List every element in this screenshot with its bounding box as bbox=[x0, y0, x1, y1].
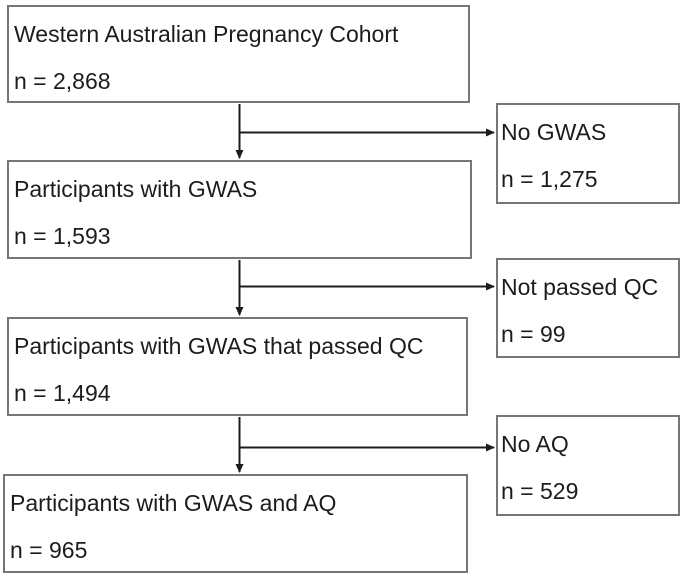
box-no-gwas: No GWAS n = 1,275 bbox=[496, 103, 680, 204]
box-gwas-aq: Participants with GWAS and AQ n = 965 bbox=[3, 474, 468, 573]
box-not-passed-qc-count: n = 99 bbox=[501, 321, 566, 347]
box-gwas-aq-count: n = 965 bbox=[10, 537, 88, 563]
box-not-passed-qc: Not passed QC n = 99 bbox=[496, 258, 680, 358]
box-gwas-qc-label: Participants with GWAS that passed QC bbox=[14, 333, 424, 359]
box-no-aq: No AQ n = 529 bbox=[496, 415, 680, 516]
box-gwas-aq-label: Participants with GWAS and AQ bbox=[10, 490, 337, 516]
box-no-aq-label: No AQ bbox=[501, 431, 569, 457]
box-not-passed-qc-label: Not passed QC bbox=[501, 274, 659, 300]
box-gwas-label: Participants with GWAS bbox=[14, 176, 258, 202]
box-cohort-label: Western Australian Pregnancy Cohort bbox=[14, 21, 399, 47]
box-cohort-count: n = 2,868 bbox=[14, 68, 111, 94]
box-no-gwas-count: n = 1,275 bbox=[501, 166, 598, 192]
box-gwas-qc-count: n = 1,494 bbox=[14, 380, 111, 406]
box-no-gwas-label: No GWAS bbox=[501, 119, 607, 145]
box-no-aq-count: n = 529 bbox=[501, 478, 579, 504]
box-gwas-qc: Participants with GWAS that passed QC n … bbox=[7, 317, 468, 416]
box-cohort: Western Australian Pregnancy Cohort n = … bbox=[7, 5, 470, 103]
box-gwas-count: n = 1,593 bbox=[14, 223, 111, 249]
box-gwas: Participants with GWAS n = 1,593 bbox=[7, 160, 472, 259]
